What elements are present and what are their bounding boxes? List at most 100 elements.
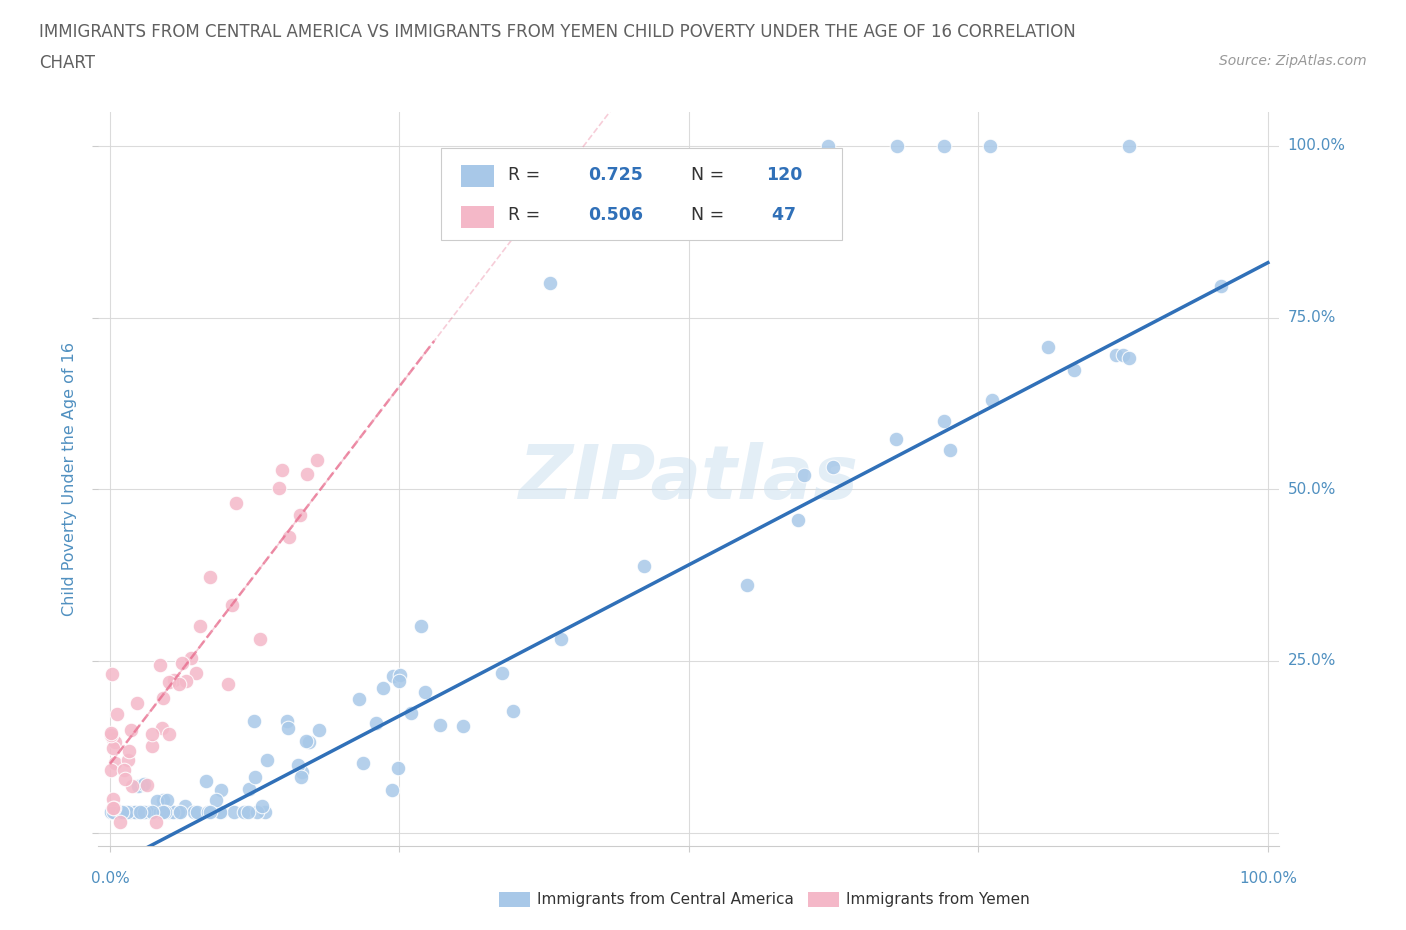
Point [101,804,124,819]
Point [170,656,193,671]
Text: R =: R = [508,206,546,224]
Point [225,496,247,511]
Point [979,139,1001,153]
Point [200,804,222,819]
Text: IMMIGRANTS FROM CENTRAL AMERICA VS IMMIGRANTS FROM YEMEN CHILD POVERTY UNDER THE: IMMIGRANTS FROM CENTRAL AMERICA VS IMMIG… [39,23,1076,41]
Point [217,677,239,692]
Point [550,631,572,646]
Point [194,774,217,789]
Point [156,792,179,807]
Point [364,715,387,730]
Point [204,793,226,808]
Point [100,804,122,819]
Point [208,804,231,819]
Point [1118,351,1140,365]
Point [221,597,243,612]
Point [141,804,163,819]
Point [413,684,436,699]
Point [817,139,839,153]
Point [104,735,127,750]
Point [128,804,150,819]
Point [115,804,138,819]
Text: 100.0%: 100.0% [1288,139,1346,153]
Point [297,735,319,750]
Point [166,804,188,819]
Point [150,721,173,736]
Point [209,783,232,798]
Text: Immigrants from Central America: Immigrants from Central America [537,892,794,907]
Point [163,804,186,819]
Text: N =: N = [692,166,730,184]
Point [159,804,181,819]
Point [117,804,139,819]
Point [169,804,191,819]
Point [103,801,125,816]
Point [1105,348,1128,363]
Point [159,726,181,741]
Text: 100.0%: 100.0% [1239,871,1296,886]
Point [152,804,174,819]
Point [110,804,132,819]
Text: 120: 120 [766,166,801,184]
Point [209,804,232,819]
FancyBboxPatch shape [441,149,842,240]
Point [243,769,266,784]
Point [111,804,134,819]
Point [124,804,146,819]
Point [103,804,125,819]
Point [135,804,157,819]
Point [451,718,474,733]
Point [134,777,156,791]
Point [138,804,160,819]
Point [100,763,122,777]
Point [110,815,132,830]
Text: 0.725: 0.725 [589,166,644,184]
Point [382,669,405,684]
Point [103,732,125,747]
Point [793,468,815,483]
Point [388,668,411,683]
Point [131,777,153,792]
Point [120,804,142,819]
Point [153,804,176,819]
Text: R =: R = [508,166,546,184]
Point [121,804,143,819]
Point [939,443,962,458]
Point [129,804,152,819]
Point [141,726,163,741]
Text: 0.506: 0.506 [589,206,644,224]
Point [134,804,156,819]
Point [111,804,134,819]
Point [104,755,127,770]
Point [429,718,451,733]
Point [932,413,955,428]
Text: N =: N = [692,206,730,224]
Point [141,804,163,819]
Point [100,666,122,681]
Point [233,804,256,819]
Point [387,673,409,688]
Point [1209,278,1232,293]
Point [238,782,260,797]
Point [1112,348,1135,363]
Point [287,757,309,772]
Point [124,804,146,819]
Point [100,725,122,740]
Point [114,772,136,787]
Point [347,691,370,706]
Point [271,462,294,477]
Point [101,791,124,806]
Text: Immigrants from Yemen: Immigrants from Yemen [846,892,1031,907]
Point [101,804,124,819]
Point [117,752,139,767]
Point [110,804,132,819]
Point [633,558,655,573]
Point [821,460,844,475]
Point [491,666,513,681]
Point [198,569,221,584]
Point [308,723,330,737]
Point [1036,339,1059,354]
Point [269,481,291,496]
Point [188,619,211,634]
Point [735,578,758,592]
